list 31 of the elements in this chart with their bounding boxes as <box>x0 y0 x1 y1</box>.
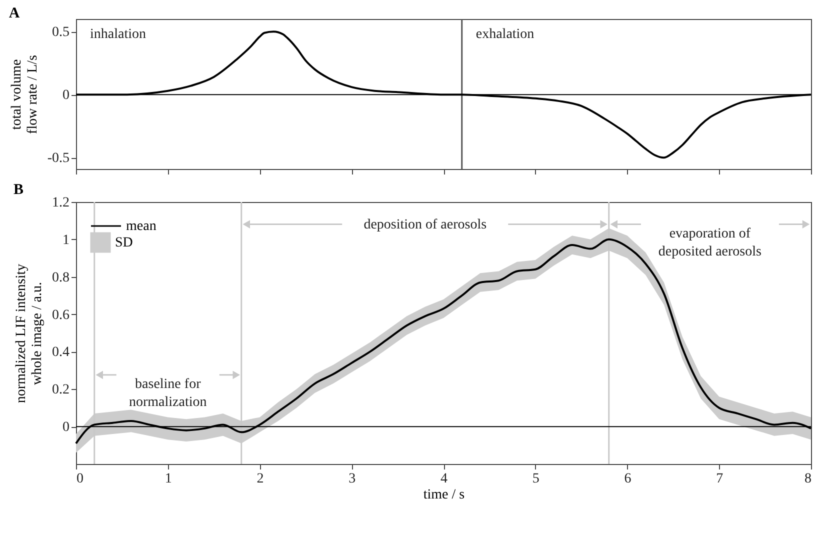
x-axis-title: time / s <box>423 488 465 502</box>
y-axis-title: total volume flow rate / L/s <box>9 55 40 134</box>
annotation: deposition of aerosols <box>364 217 487 232</box>
y-axis-title: normalized LIF intensity whole image / a.u. <box>14 264 45 404</box>
annotation: evaporation of deposited aerosols <box>658 226 762 260</box>
chart-title: B <box>14 182 24 198</box>
annotation: baseline for normalization <box>128 376 207 410</box>
x-tick-label: 4 <box>440 472 448 486</box>
annotation: inhalation <box>90 27 146 42</box>
chart-title: A <box>8 5 20 22</box>
x-tick-label: 2 <box>256 472 264 486</box>
y-tick-label: 1 <box>62 232 70 248</box>
x-tick-label: 7 <box>716 472 724 486</box>
y-tick-label: 0 <box>62 88 70 104</box>
y-tick-label: 0.6 <box>52 308 70 323</box>
annotation: SD <box>115 236 133 250</box>
y-tick-label: 0.4 <box>52 345 70 360</box>
y-tick-label: 0.5 <box>52 25 70 40</box>
y-tick-label: 0 <box>62 420 70 436</box>
x-tick-label: 1 <box>164 472 172 486</box>
x-tick-label: 5 <box>532 472 540 486</box>
y-tick-label: -0.5 <box>47 151 70 166</box>
x-tick-label: 6 <box>624 472 632 486</box>
x-tick-label: 8 <box>804 472 812 486</box>
y-tick-label: 0.8 <box>52 270 70 286</box>
legend-label: mean <box>126 219 156 234</box>
x-tick-label: 3 <box>348 472 356 486</box>
y-tick-label: 1.2 <box>52 196 70 210</box>
annotation: exhalation <box>476 27 534 42</box>
x-tick-label: 0 <box>76 472 84 486</box>
y-tick-label: 0.2 <box>52 382 70 398</box>
